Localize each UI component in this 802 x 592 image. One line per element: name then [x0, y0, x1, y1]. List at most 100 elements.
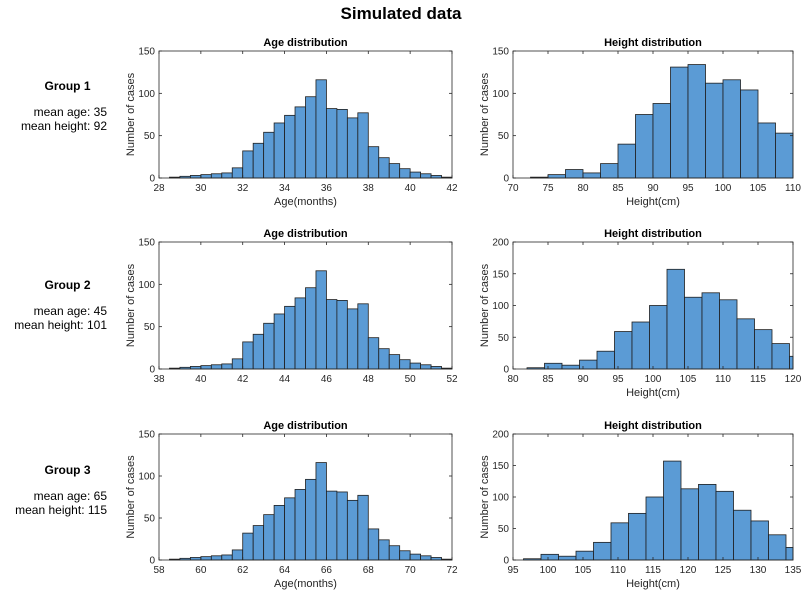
histogram-bar [242, 150, 254, 179]
x-axis-label: Age(months) [274, 578, 337, 590]
histogram-bar [315, 79, 327, 179]
x-tick-label: 90 [577, 374, 589, 385]
histogram-bar [540, 553, 559, 561]
x-axis-label: Height(cm) [626, 196, 680, 208]
histogram-bar [771, 343, 790, 370]
histogram-bar [273, 122, 285, 179]
plot-frame [158, 433, 453, 561]
histogram-bar [663, 460, 682, 561]
x-tick-label: 46 [321, 374, 333, 385]
x-tick-label: 72 [446, 565, 458, 576]
histogram-bar [399, 168, 411, 179]
histogram-bar [346, 499, 359, 561]
histogram-bar [420, 364, 432, 370]
histogram-bar [582, 172, 601, 179]
y-tick-label: 150 [138, 238, 155, 249]
histogram-bar [252, 142, 265, 179]
subplot-title: Age distribution [263, 228, 348, 240]
x-tick-label: 120 [680, 565, 697, 576]
y-tick-label: 50 [498, 524, 510, 535]
y-tick-label: 100 [492, 89, 509, 100]
x-tick-label: 58 [153, 565, 165, 576]
histogram-bar [610, 522, 629, 561]
histogram-bar [698, 483, 717, 561]
y-tick-label: 150 [492, 47, 509, 58]
histogram-bar [600, 163, 619, 179]
x-tick-label: 40 [195, 374, 207, 385]
y-tick-label: 50 [498, 131, 510, 142]
histogram-bar [614, 331, 633, 370]
histogram-bar [409, 553, 422, 561]
group-3-mean-height: mean height: 115 [15, 503, 107, 517]
histogram-bar [579, 359, 598, 370]
histogram-6: 95 100 105 110 115 120 125 130 135 0 50 100 150 200 He… [479, 420, 802, 590]
histogram-bar [231, 358, 244, 370]
group-2-panel: Group 2 mean age: 45 mean height: 101 [0, 278, 135, 332]
histogram-bar [705, 82, 724, 179]
histogram-bar [652, 103, 671, 179]
histogram-bar [754, 329, 773, 370]
y-tick-label: 100 [138, 472, 155, 483]
x-tick-label: 115 [750, 374, 766, 385]
x-tick-label: 75 [542, 183, 554, 194]
group-3-mean-age: mean age: 65 [33, 489, 107, 503]
group-3-name: Group 3 [44, 463, 91, 477]
x-tick-label: 135 [785, 565, 802, 576]
x-tick-label: 48 [363, 374, 375, 385]
plot-frame [158, 50, 453, 179]
histogram-bar [326, 108, 338, 179]
histogram-bar [420, 555, 432, 561]
histogram-bar [210, 555, 223, 561]
histogram-bar [315, 462, 327, 561]
group-3-panel: Group 3 mean age: 65 mean height: 115 [0, 463, 135, 517]
histogram-1: 28 30 32 34 36 38 40 42 0 50 100 150 Age distributio… [125, 37, 458, 208]
subplot-title: Age distribution [263, 37, 348, 49]
x-axis-label: Height(cm) [626, 387, 680, 399]
x-tick-label: 70 [405, 565, 417, 576]
x-tick-label: 130 [750, 565, 767, 576]
x-tick-label: 90 [647, 183, 659, 194]
y-axis-label: Number of cases [125, 455, 137, 539]
histogram-bar [593, 541, 612, 561]
x-tick-label: 110 [715, 374, 731, 385]
x-tick-label: 110 [610, 565, 626, 576]
y-tick-label: 0 [149, 174, 155, 185]
x-axis-label: Height(cm) [626, 578, 680, 590]
x-tick-label: 42 [237, 374, 249, 385]
x-tick-label: 105 [750, 183, 767, 194]
y-axis-label: Number of cases [479, 455, 491, 539]
x-tick-label: 70 [507, 183, 519, 194]
y-tick-label: 0 [503, 365, 509, 376]
histogram-bar [231, 549, 244, 561]
histogram-bar [388, 354, 401, 370]
histogram-bar [666, 268, 685, 370]
y-tick-label: 100 [138, 89, 155, 100]
histogram-bar [221, 554, 233, 561]
histogram-bar [399, 359, 411, 370]
histogram-bar [378, 157, 390, 179]
y-axis-label: Number of cases [125, 263, 137, 347]
x-tick-label: 105 [680, 374, 697, 385]
x-tick-label: 100 [645, 374, 662, 385]
x-tick-label: 52 [446, 374, 458, 385]
x-tick-label: 100 [540, 565, 557, 576]
y-tick-label: 0 [503, 174, 509, 185]
histogram-bar [750, 520, 769, 561]
y-tick-label: 50 [144, 131, 156, 142]
group-1-panel: Group 1 mean age: 35 mean height: 92 [0, 79, 135, 133]
histogram-bar [326, 490, 338, 561]
y-axis-label: Number of cases [479, 72, 491, 156]
x-tick-label: 64 [279, 565, 291, 576]
x-tick-label: 28 [153, 183, 165, 194]
x-tick-label: 105 [575, 565, 592, 576]
histogram-bar [680, 488, 699, 561]
histogram-bar [388, 163, 401, 179]
x-tick-label: 125 [715, 565, 732, 576]
subplot-title: Height distribution [604, 228, 702, 240]
histogram-bar [670, 66, 689, 179]
histogram-bar [596, 350, 615, 370]
y-tick-label: 200 [492, 430, 509, 441]
x-tick-label: 80 [577, 183, 589, 194]
histogram-bar [399, 550, 411, 561]
histogram-bar [346, 308, 359, 370]
